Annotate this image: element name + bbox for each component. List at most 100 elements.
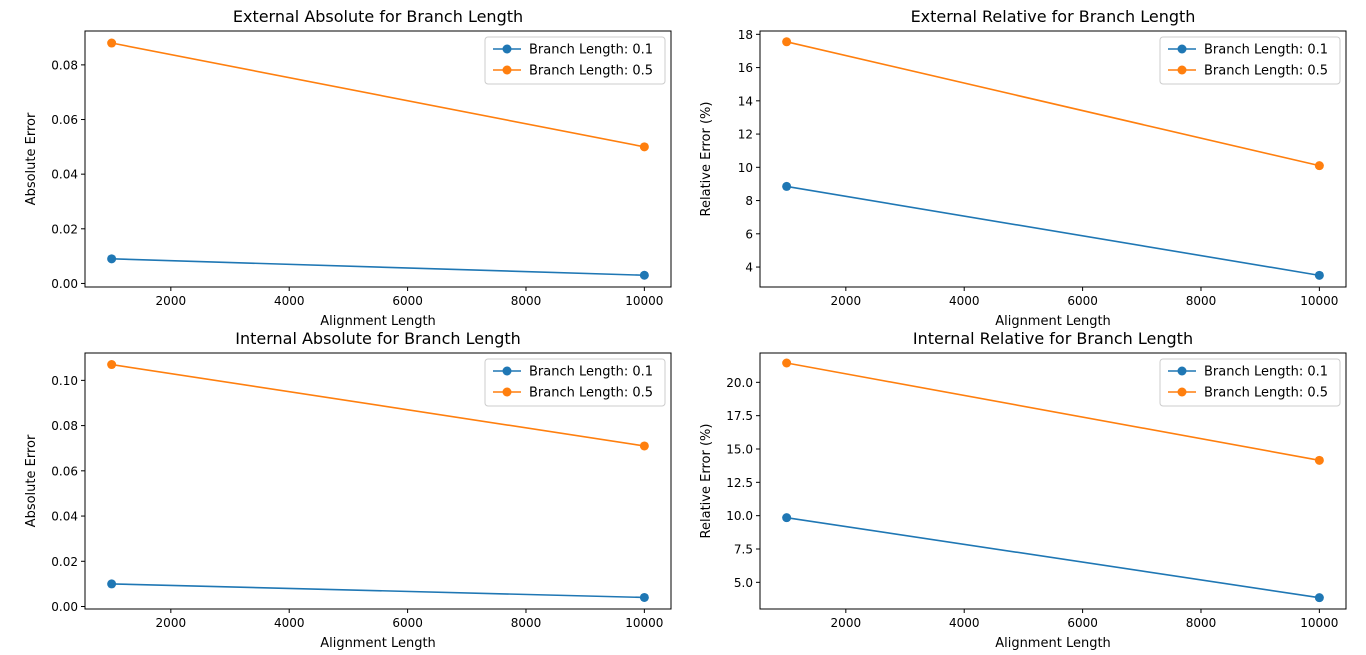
chart-title: Internal Relative for Branch Length bbox=[913, 329, 1193, 348]
data-point bbox=[639, 592, 649, 602]
legend-marker bbox=[502, 387, 512, 397]
subplot-4: Internal Relative for Branch Length 2000 4… bbox=[699, 329, 1347, 651]
y-tick-label: 10.0 bbox=[726, 509, 753, 523]
chart-title: External Absolute for Branch Length bbox=[233, 7, 523, 26]
axes-frame bbox=[84, 352, 672, 610]
axes-frame bbox=[759, 352, 1347, 610]
x-axis-label: Alignment Length bbox=[995, 636, 1111, 651]
x-axis-label: Alignment Length bbox=[320, 636, 436, 651]
series-line bbox=[111, 583, 645, 599]
y-tick-label: 8 bbox=[745, 194, 753, 208]
legend-marker bbox=[1177, 387, 1187, 397]
legend-label: Branch Length: 0.5 bbox=[1204, 386, 1328, 401]
y-tick-label: 0.00 bbox=[51, 277, 78, 291]
legend-box bbox=[1159, 358, 1341, 407]
data-point bbox=[1314, 161, 1324, 171]
x-tick-label: 4000 bbox=[274, 616, 305, 630]
legend: Branch Length: 0.1 Branch Length: 0.5 bbox=[484, 358, 666, 407]
data-point bbox=[107, 579, 117, 589]
y-tick-label: 15.0 bbox=[726, 443, 753, 457]
legend: Branch Length: 0.1 Branch Length: 0.5 bbox=[1159, 36, 1341, 85]
legend-label: Branch Length: 0.5 bbox=[529, 386, 653, 401]
y-tick-label: 20.0 bbox=[726, 376, 753, 390]
x-tick-label: 8000 bbox=[511, 616, 542, 630]
legend-label: Branch Length: 0.1 bbox=[1204, 365, 1328, 380]
legend-marker bbox=[1177, 44, 1187, 54]
x-tick-label: 2000 bbox=[156, 294, 187, 308]
data-point bbox=[107, 254, 117, 264]
legend-label: Branch Length: 0.5 bbox=[529, 64, 653, 79]
y-tick-label: 17.5 bbox=[726, 409, 753, 423]
x-tick-label: 6000 bbox=[1067, 294, 1098, 308]
y-tick-label: 0.08 bbox=[51, 419, 78, 433]
chart-title: External Relative for Branch Length bbox=[911, 7, 1196, 26]
y-tick-label: 0.04 bbox=[51, 510, 78, 524]
x-tick-label: 4000 bbox=[949, 294, 980, 308]
axes-frame bbox=[84, 30, 672, 288]
x-tick-label: 4000 bbox=[274, 294, 305, 308]
x-tick-label: 8000 bbox=[1186, 616, 1217, 630]
data-point bbox=[782, 181, 792, 191]
y-axis-label: Relative Error (%) bbox=[699, 102, 714, 217]
data-point bbox=[782, 37, 792, 47]
y-tick-label: 12 bbox=[738, 128, 753, 142]
data-point bbox=[107, 38, 117, 48]
y-tick-label: 0.06 bbox=[51, 113, 78, 127]
axes-frame bbox=[759, 30, 1347, 288]
y-tick-label: 0.06 bbox=[51, 464, 78, 478]
y-tick-label: 0.08 bbox=[51, 58, 78, 72]
y-tick-label: 12.5 bbox=[726, 476, 753, 490]
legend-marker bbox=[502, 65, 512, 75]
x-tick-label: 6000 bbox=[392, 294, 423, 308]
x-tick-label: 8000 bbox=[511, 294, 542, 308]
legend-marker bbox=[502, 44, 512, 54]
y-tick-label: 0.02 bbox=[51, 555, 78, 569]
series-line bbox=[786, 41, 1320, 167]
subplot-2: External Relative for Branch Length 2000 4… bbox=[699, 7, 1347, 329]
series-line bbox=[111, 363, 645, 447]
y-tick-label: 6 bbox=[745, 227, 753, 241]
y-tick-label: 16 bbox=[738, 61, 753, 75]
x-tick-label: 10000 bbox=[625, 616, 663, 630]
data-point bbox=[1314, 455, 1324, 465]
x-axis-label: Alignment Length bbox=[995, 314, 1111, 329]
y-tick-label: 0.10 bbox=[51, 374, 78, 388]
data-point bbox=[639, 142, 649, 152]
data-point bbox=[1314, 593, 1324, 603]
x-axis-label: Alignment Length bbox=[320, 314, 436, 329]
x-tick-label: 10000 bbox=[625, 294, 663, 308]
legend: Branch Length: 0.1 Branch Length: 0.5 bbox=[484, 36, 666, 85]
data-point bbox=[782, 358, 792, 368]
y-tick-label: 10 bbox=[738, 161, 753, 175]
data-point bbox=[639, 270, 649, 280]
legend-marker bbox=[502, 366, 512, 376]
series-line bbox=[786, 362, 1320, 462]
chart-title: Internal Absolute for Branch Length bbox=[235, 329, 521, 348]
series-line bbox=[111, 42, 645, 148]
y-axis-label: Absolute Error bbox=[24, 434, 39, 527]
y-tick-label: 0.02 bbox=[51, 222, 78, 236]
data-point bbox=[782, 513, 792, 523]
x-tick-label: 10000 bbox=[1300, 294, 1338, 308]
legend-box bbox=[484, 36, 666, 85]
y-tick-label: 18 bbox=[738, 28, 753, 42]
x-tick-label: 4000 bbox=[949, 616, 980, 630]
legend-label: Branch Length: 0.5 bbox=[1204, 64, 1328, 79]
x-tick-label: 10000 bbox=[1300, 616, 1338, 630]
data-point bbox=[1314, 270, 1324, 280]
data-point bbox=[639, 441, 649, 451]
y-tick-label: 7.5 bbox=[734, 543, 753, 557]
legend-label: Branch Length: 0.1 bbox=[529, 365, 653, 380]
y-axis-label: Absolute Error bbox=[24, 112, 39, 205]
x-tick-label: 8000 bbox=[1186, 294, 1217, 308]
subplot-3: Internal Absolute for Branch Length 2000 4… bbox=[24, 329, 672, 651]
x-tick-label: 6000 bbox=[392, 616, 423, 630]
x-tick-label: 2000 bbox=[156, 616, 187, 630]
data-point bbox=[107, 360, 117, 370]
x-tick-label: 2000 bbox=[831, 294, 862, 308]
legend-label: Branch Length: 0.1 bbox=[529, 43, 653, 58]
legend-marker bbox=[1177, 65, 1187, 75]
y-tick-label: 5.0 bbox=[734, 576, 753, 590]
y-tick-label: 0.04 bbox=[51, 168, 78, 182]
